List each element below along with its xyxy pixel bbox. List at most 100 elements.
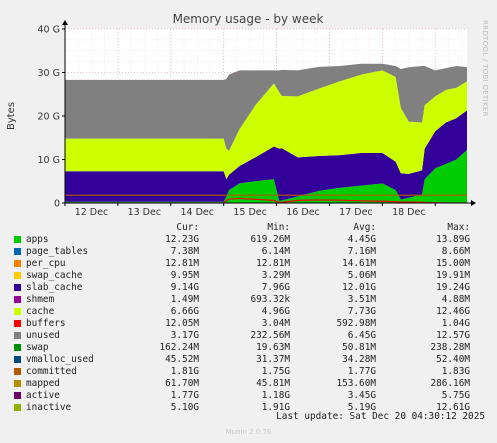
y-axis-arrow (62, 20, 68, 25)
legend-row-inactive: inactive 5.10G 1.91G 5.19G 12.61G (0, 402, 497, 413)
legend-cur: 12.05M (165, 318, 199, 329)
legend-row-slab-cache: slab_cache 9.14G 7.96G 12.01G 19.24G (0, 282, 497, 293)
legend-avg: 1.77G (347, 366, 376, 377)
legend-row-buffers: buffers 12.05M 3.04M 592.98M 1.04G (0, 318, 497, 329)
legend-min: 1.75G (261, 366, 290, 377)
y-tick-label: 10 G (38, 155, 60, 166)
legend-cur: 12.23G (165, 234, 199, 245)
legend-swatch (14, 248, 21, 255)
legend-avg: 6.45G (347, 330, 376, 341)
legend-max: 5.75G (441, 390, 470, 401)
memory-chart: 0 10 G 20 G 30 G 40 G 12 Dec 13 Dec 14 Dec 15 D… (6, 12, 476, 218)
area-cache (65, 70, 467, 180)
legend-min: 12.81M (256, 258, 290, 269)
chart-title: Memory usage - by week (173, 12, 324, 26)
y-tick-label: 40 G (38, 25, 60, 36)
legend-cur: 9.14G (170, 282, 199, 293)
legend-min: 1.18G (261, 390, 290, 401)
legend-swatch (14, 344, 21, 351)
legend-max: 12.57G (436, 330, 470, 341)
y-axis-label: Bytes (6, 102, 17, 130)
legend-name: committed (26, 366, 77, 377)
legend-name: apps (26, 234, 49, 245)
legend-cur: 6.66G (170, 306, 199, 317)
legend-swatch (14, 236, 21, 243)
legend-swatch (14, 392, 21, 399)
legend-avg: 7.73G (347, 306, 376, 317)
legend-max: 1.04G (441, 318, 470, 329)
legend-name: active (26, 390, 60, 401)
legend-max: 238.28M (430, 342, 470, 353)
area-series (65, 63, 467, 203)
legend-row-page-tables: page_tables 7.38M 6.14M 7.16M 8.66M (0, 246, 497, 257)
legend-name: buffers (26, 318, 66, 329)
legend-swatch (14, 332, 21, 339)
legend-max: 8.66M (441, 246, 470, 257)
legend-swatch (14, 320, 21, 327)
legend-cur: 1.81G (170, 366, 199, 377)
legend-row-unused: unused 3.17G 232.56M 6.45G 12.57G (0, 330, 497, 341)
legend-swatch (14, 260, 21, 267)
legend-cur: 5.10G (170, 402, 199, 413)
legend-cur: 9.95M (170, 270, 199, 281)
legend-avg: 592.98M (336, 318, 376, 329)
legend-name: inactive (26, 402, 72, 413)
legend-row-cache: cache 6.66G 4.96G 7.73G 12.46G (0, 306, 497, 317)
legend-avg: 5.19G (347, 402, 376, 413)
legend-row-vmalloc-used: vmalloc_used 45.52M 31.37M 34.28M 52.40M (0, 354, 497, 365)
legend-min: 1.91G (261, 402, 290, 413)
legend-name: per_cpu (26, 258, 66, 269)
legend-name: shmem (26, 294, 55, 305)
last-update: Last update: Sat Dec 20 04:30:12 2025 (276, 411, 485, 422)
y-tick-label: 30 G (38, 68, 60, 79)
legend-min: 6.14M (261, 246, 290, 257)
legend-cur: 3.17G (170, 330, 199, 341)
legend-swatch (14, 356, 21, 363)
area-apps (65, 149, 467, 203)
legend-avg: 34.28M (342, 354, 376, 365)
x-tick-label: 18 Dec (392, 207, 426, 218)
legend-swatch (14, 308, 21, 315)
legend-row-swap-cache: swap_cache 9.95M 3.29M 5.06M 19.91M (0, 270, 497, 281)
header-max: Max: (447, 222, 470, 233)
legend-cur: 61.70M (165, 378, 199, 389)
rrdtool-brand: RRDTOOL / TOBI OETIKER (481, 20, 489, 117)
legend-max: 4.88M (441, 294, 470, 305)
y-tick-label: 0 (54, 199, 60, 210)
legend-cur: 12.81M (165, 258, 199, 269)
legend-swatch (14, 272, 21, 279)
legend-name: page_tables (26, 246, 89, 257)
legend-cur: 1.49M (170, 294, 199, 305)
legend-row-active: active 1.77G 1.18G 3.45G 5.75G (0, 390, 497, 401)
legend-max: 286.16M (430, 378, 470, 389)
legend-row-mapped: mapped 61.70M 45.81M 153.60M 286.16M (0, 378, 497, 389)
legend-cur: 162.24M (159, 342, 199, 353)
legend-row-apps: apps 12.23G 619.26M 4.45G 13.89G (0, 234, 497, 245)
munin-version: Munin 2.0.76 (225, 428, 272, 436)
legend-avg: 7.16M (347, 246, 376, 257)
legend-name: vmalloc_used (26, 354, 94, 365)
legend-name: swap_cache (26, 270, 83, 281)
legend-min: 693.32k (250, 294, 290, 305)
legend-avg: 50.81M (342, 342, 376, 353)
x-tick-label: 15 Dec (233, 207, 267, 218)
legend-row-swap: swap 162.24M 19.63M 50.81M 238.28M (0, 342, 497, 353)
y-tick-label: 20 G (38, 112, 60, 123)
legend-max: 19.91M (436, 270, 470, 281)
legend-swatch (14, 296, 21, 303)
legend-avg: 5.06M (347, 270, 376, 281)
legend-min: 45.81M (256, 378, 290, 389)
legend-row-committed: committed 1.81G 1.75G 1.77G 1.83G (0, 366, 497, 377)
x-tick-label: 12 Dec (75, 207, 109, 218)
area-slab-cache (65, 110, 467, 202)
y-axis-ticks: 0 10 G 20 G 30 G 40 G (38, 25, 65, 210)
legend-swatch (14, 284, 21, 291)
legend-name: unused (26, 330, 60, 341)
header-min: Min: (267, 222, 290, 233)
x-tick-label: 17 Dec (339, 207, 373, 218)
legend-row-shmem: shmem 1.49M 693.32k 3.51M 4.88M (0, 294, 497, 305)
header-avg: Avg: (353, 222, 376, 233)
legend-avg: 3.51M (347, 294, 376, 305)
x-axis-ticks: 12 Dec 13 Dec 14 Dec 15 Dec 16 Dec 17 Dec 18 D… (64, 203, 436, 218)
legend-max: 13.89G (436, 234, 470, 245)
